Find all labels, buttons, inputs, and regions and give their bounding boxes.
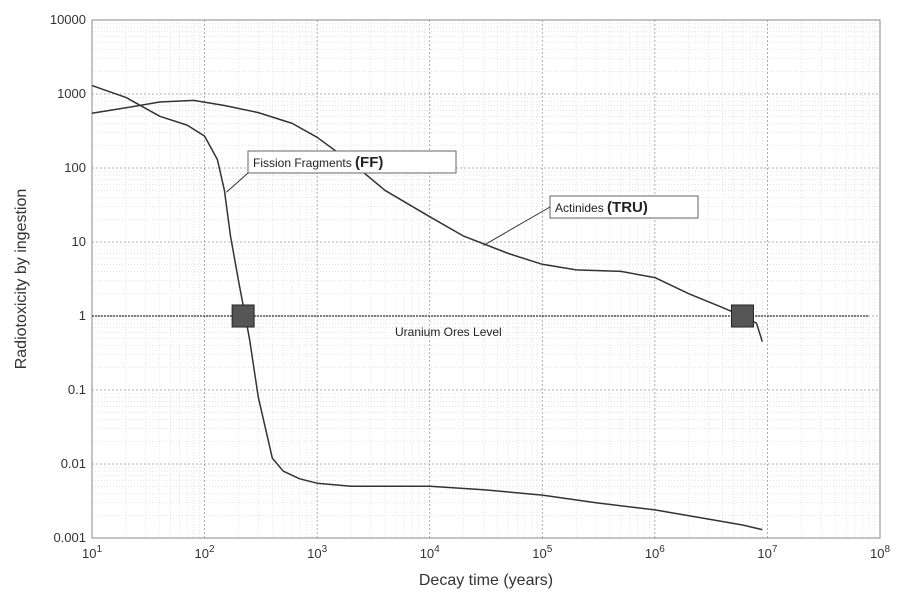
x-tick-label: 101: [82, 544, 102, 561]
ff-label-box: [247, 150, 457, 174]
tru-label-abbr: (TRU): [607, 199, 648, 216]
ff-label: Fission Fragments (FF): [253, 154, 383, 171]
y-tick-label: 0.001: [53, 530, 86, 545]
x-tick-label: 102: [195, 544, 215, 561]
tru-label: Actinides (TRU): [555, 199, 648, 216]
tru-arrow: [483, 206, 551, 246]
crossing-marker: [231, 304, 255, 328]
y-tick-label: 1000: [57, 86, 86, 101]
series-line-ff: [91, 84, 763, 531]
series-layer: [91, 84, 870, 531]
marker-layer: [231, 304, 754, 328]
y-tick-label: 0.1: [68, 382, 86, 397]
y-tick-label: 1: [79, 308, 86, 323]
x-axis-title: Decay time (years): [419, 572, 553, 589]
x-tick-label: 103: [307, 544, 327, 561]
annotation-layer: Fission Fragments (FF) Actinides (TRU) U…: [226, 150, 699, 339]
ff-arrow: [226, 172, 249, 193]
series-line-tru: [91, 99, 764, 342]
crossing-marker: [730, 304, 754, 328]
y-tick-label: 0.01: [61, 456, 86, 471]
y-tick-labels: 10000 1000 100 10 1 0.1 0.01 0.001: [50, 12, 86, 545]
uranium-ore-label: Uranium Ores Level: [395, 325, 502, 339]
x-tick-label: 105: [532, 544, 552, 561]
x-tick-label: 106: [645, 544, 665, 561]
plot-frame: [91, 19, 881, 539]
x-tick-labels: 101 102 103 104 105 106 107 108: [82, 544, 890, 561]
minor-grid: [92, 20, 880, 538]
major-grid: [91, 19, 881, 539]
y-tick-label: 10: [72, 234, 86, 249]
ff-label-abbr: (FF): [355, 154, 383, 171]
x-tick-label: 104: [420, 544, 440, 561]
x-tick-label: 107: [757, 544, 777, 561]
tru-label-text: Actinides: [555, 201, 604, 215]
y-axis-title: Radiotoxicity by ingestion: [13, 189, 30, 370]
y-tick-label: 100: [64, 160, 86, 175]
y-tick-label: 10000: [50, 12, 86, 27]
ff-label-text: Fission Fragments: [253, 156, 352, 170]
x-tick-label: 108: [870, 544, 890, 561]
